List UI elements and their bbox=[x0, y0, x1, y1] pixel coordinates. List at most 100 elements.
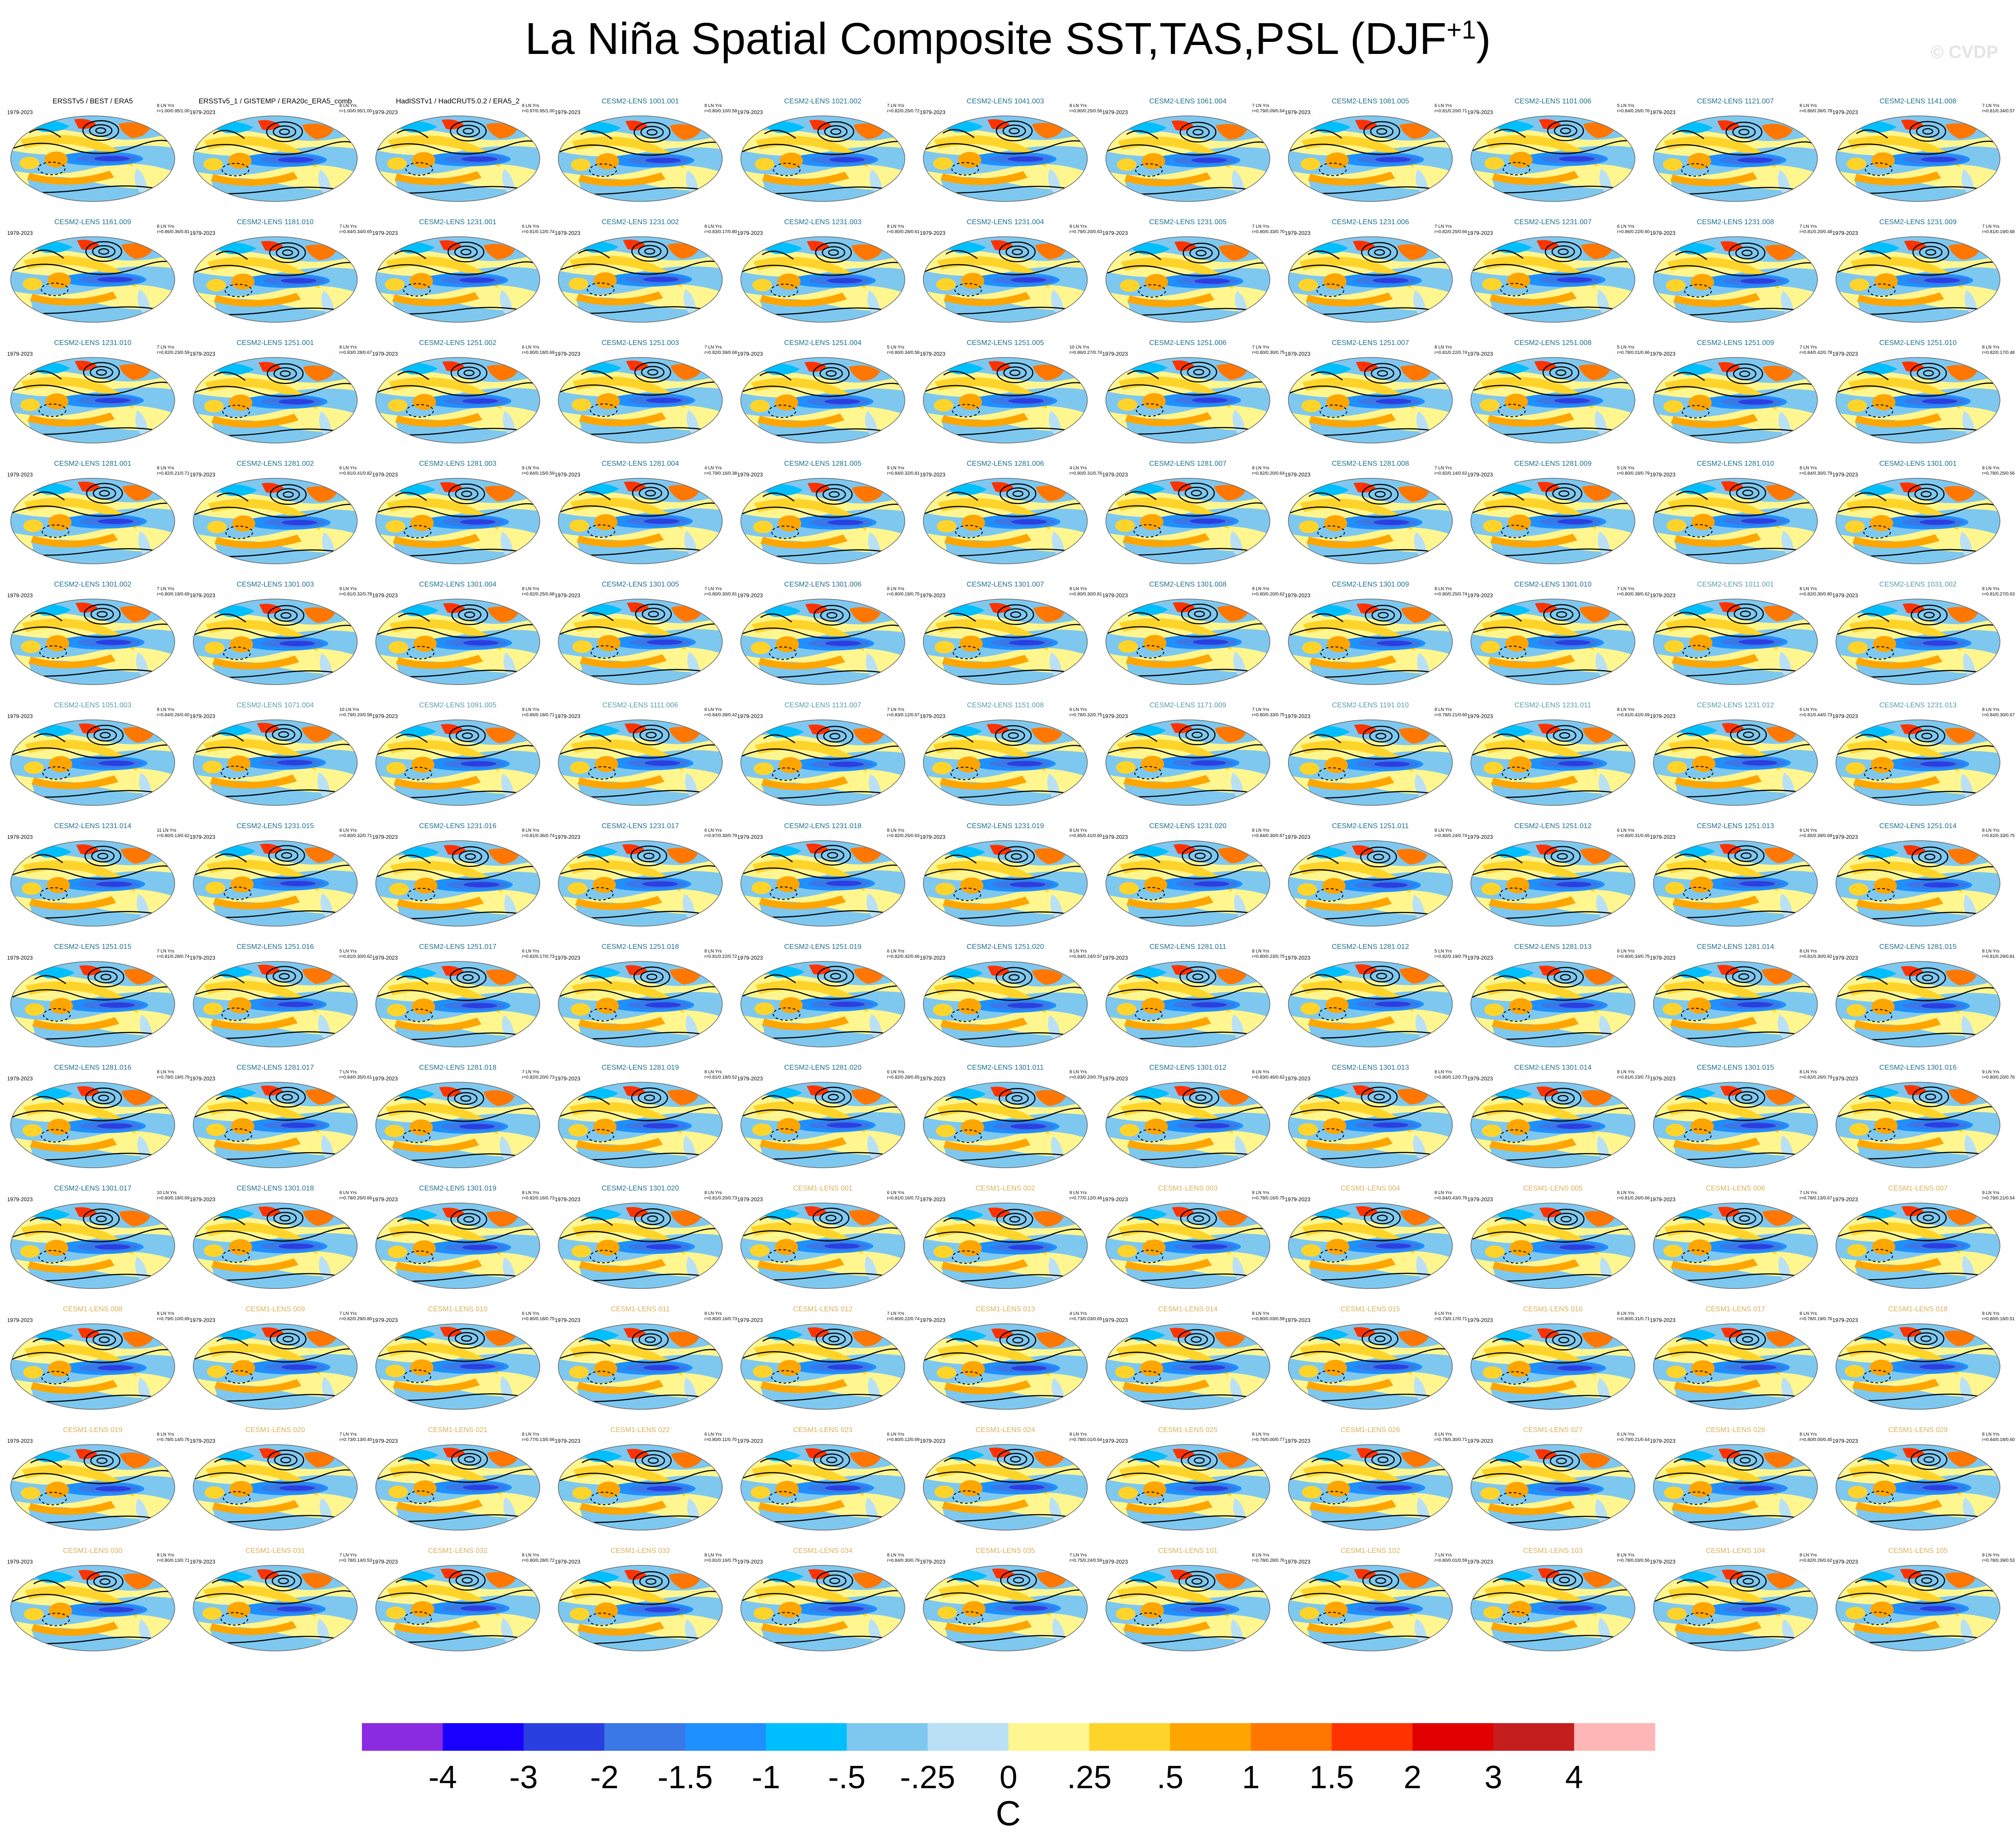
panel-ln-years: 5 LN Yrs bbox=[1435, 949, 1452, 954]
panel-label: CESM1-LENS 017 bbox=[1706, 1305, 1765, 1313]
panel-label: CESM2-LENS 1071.004 bbox=[237, 702, 314, 709]
panel-label: CESM1-LENS 103 bbox=[1523, 1547, 1582, 1555]
panel-period: 1979-2023 bbox=[1832, 1317, 1858, 1323]
panel-period: 1979-2023 bbox=[1102, 230, 1128, 236]
globe-map bbox=[1105, 115, 1270, 202]
map-panel: 1979-2023 CESM2-LENS 1281.011 8 LN Yrsr=0.… bbox=[1102, 943, 1285, 1047]
panel-label: CESM2-LENS 1301.010 bbox=[1514, 581, 1592, 588]
panel-ln-years: 9 LN Yrs bbox=[1982, 1190, 2000, 1195]
panel-label: CESM2-LENS 1231.013 bbox=[1879, 702, 1957, 709]
panel-ln-years: 7 LN Yrs bbox=[1800, 345, 1817, 350]
globe-map bbox=[375, 961, 540, 1047]
panel-period: 1979-2023 bbox=[1650, 472, 1676, 478]
panel-period: 1979-2023 bbox=[920, 351, 946, 357]
panel-period: 1979-2023 bbox=[920, 1076, 946, 1082]
panel-period: 1979-2023 bbox=[1285, 1438, 1311, 1444]
map-panel: 1979-2023 CESM1-LENS 033 8 LN Yrsr=0.81/0.… bbox=[555, 1547, 737, 1651]
map-panel: 1979-2023 CESM2-LENS 1001.001 8 LN Yrsr=0.… bbox=[555, 98, 737, 202]
panel-label: CESM2-LENS 1251.013 bbox=[1697, 822, 1774, 830]
panel-stats: r=0.82/0.26/0.62 bbox=[1800, 1558, 1833, 1563]
panel-stats: r=0.81/0.30/0.82 bbox=[1800, 954, 1833, 959]
panel-label: CESM2-LENS 1281.007 bbox=[1149, 460, 1227, 468]
map-panel: 1979-2023 CESM1-LENS 006 7 LN Yrsr=0.78/0.… bbox=[1650, 1185, 1832, 1289]
globe-map bbox=[10, 719, 175, 806]
panel-period: 1979-2023 bbox=[1832, 955, 1858, 961]
map-panel: 1979-2023 CESM2-LENS 1251.016 5 LN Yrsr=0.… bbox=[190, 943, 372, 1047]
panel-stats: r=0.81/0.20/0.73 bbox=[705, 1196, 738, 1201]
panel-stats: r=0.78/0.25/0.56 bbox=[1982, 471, 2015, 476]
panel-stats: r=0.87/0.30/0.79 bbox=[705, 833, 738, 838]
map-panel: 1979-2023 CESM2-LENS 1301.017 10 LN Yrsr=0… bbox=[7, 1185, 190, 1289]
colorbar-tick-label: -4 bbox=[428, 1760, 457, 1795]
panel-label: CESM2-LENS 1011.001 bbox=[1697, 581, 1774, 588]
globe-map bbox=[375, 1203, 540, 1289]
panel-period: 1979-2023 bbox=[1467, 834, 1493, 840]
panel-label: CESM1-LENS 008 bbox=[63, 1305, 122, 1313]
map-panel: 1979-2023 CESM1-LENS 016 8 LN Yrsr=0.80/0.… bbox=[1467, 1305, 1650, 1410]
panel-label: CESM2-LENS 1251.007 bbox=[1332, 339, 1409, 347]
map-panel: 1979-2023 CESM2-LENS 1181.010 7 LN Yrsr=0.… bbox=[190, 218, 372, 323]
globe-map bbox=[1288, 1082, 1453, 1168]
panel-ln-years: 6 LN Yrs bbox=[1617, 1432, 1634, 1437]
panel-ln-years: 6 LN Yrs bbox=[1617, 828, 1634, 833]
panel-ln-years: 8 LN Yrs bbox=[1617, 1070, 1634, 1075]
map-panel: 1979-2023 CESM2-LENS 1281.007 8 LN Yrsr=0.… bbox=[1102, 460, 1285, 564]
panel-period: 1979-2023 bbox=[555, 1438, 581, 1444]
panel-period: 1979-2023 bbox=[190, 351, 216, 357]
panel-label: CESM2-LENS 1091.005 bbox=[419, 702, 497, 709]
panel-label: CESM2-LENS 1281.010 bbox=[1697, 460, 1774, 468]
panel-label: CESM1-LENS 013 bbox=[976, 1305, 1035, 1313]
panel-ln-years: 4 LN Yrs bbox=[705, 466, 722, 471]
panel-label: CESM1-LENS 102 bbox=[1341, 1547, 1400, 1555]
globe-map bbox=[558, 1565, 723, 1651]
panel-period: 1979-2023 bbox=[920, 109, 946, 115]
panel-label: CESM2-LENS 1081.005 bbox=[1332, 98, 1409, 105]
panel-period: 1979-2023 bbox=[1650, 955, 1676, 961]
globe-map bbox=[1105, 840, 1270, 927]
panel-label: CESM2-LENS 1161.009 bbox=[54, 218, 131, 226]
panel-stats: r=0.78/0.21/0.60 bbox=[1435, 713, 1468, 718]
panel-label: CESM2-LENS 1301.003 bbox=[237, 581, 314, 588]
panel-ln-years: 6 LN Yrs bbox=[887, 1190, 904, 1195]
panel-label: CESM2-LENS 1231.002 bbox=[602, 218, 679, 226]
map-panel: 1979-2023 CESM2-LENS 1251.017 6 LN Yrsr=0.… bbox=[372, 943, 555, 1047]
panel-stats: r=0.82/0.25/0.66 bbox=[1435, 230, 1468, 234]
globe-map bbox=[375, 115, 540, 202]
panel-period: 1979-2023 bbox=[555, 1317, 581, 1323]
panel-period: 1979-2023 bbox=[1832, 1196, 1858, 1203]
panel-ln-years: 8 LN Yrs bbox=[340, 103, 357, 108]
panel-stats: r=0.81/0.19/0.68 bbox=[1982, 230, 2015, 234]
colorbar-tick-label: -1.5 bbox=[657, 1760, 713, 1795]
panel-ln-years: 8 LN Yrs bbox=[887, 224, 904, 229]
panel-label: CESM2-LENS 1251.011 bbox=[1332, 822, 1408, 830]
map-panel: 1979-2023 CESM2-LENS 1011.001 8 LN Yrsr=0.… bbox=[1650, 581, 1832, 685]
map-panel: 1979-2023 CESM2-LENS 1301.019 8 LN Yrsr=0.… bbox=[372, 1185, 555, 1289]
panel-label: CESM2-LENS 1281.019 bbox=[602, 1064, 679, 1071]
panel-label: CESM1-LENS 016 bbox=[1523, 1305, 1582, 1313]
panel-period: 1979-2023 bbox=[1102, 713, 1128, 719]
panel-ln-years: 9 LN Yrs bbox=[1070, 949, 1087, 954]
panel-stats: r=0.78/0.39/0.53 bbox=[1982, 1558, 2015, 1563]
panel-ln-years: 6 LN Yrs bbox=[522, 949, 539, 954]
panel-label: CESM2-LENS 1001.001 bbox=[602, 98, 679, 105]
globe-map bbox=[558, 236, 723, 323]
panel-label: CESM2-LENS 1301.020 bbox=[602, 1185, 679, 1192]
panel-period: 1979-2023 bbox=[190, 1559, 216, 1565]
globe-map bbox=[1105, 599, 1270, 685]
map-panel: 1979-2023 CESM2-LENS 1131.007 7 LN Yrsr=0.… bbox=[737, 702, 920, 806]
globe-map bbox=[740, 478, 905, 564]
globe-map bbox=[193, 1323, 358, 1410]
map-panel: 1979-2023 CESM2-LENS 1231.012 6 LN Yrsr=0.… bbox=[1650, 702, 1832, 806]
title-superscript: +1 bbox=[1446, 15, 1476, 45]
panel-ln-years: 8 LN Yrs bbox=[1252, 1553, 1269, 1558]
panel-period: 1979-2023 bbox=[372, 713, 398, 719]
panel-stats: r=0.78/0.19/0.76 bbox=[1800, 1317, 1833, 1322]
panel-ln-years: 7 LN Yrs bbox=[887, 1311, 904, 1316]
globe-map bbox=[558, 478, 723, 564]
panel-label: CESM2-LENS 1301.017 bbox=[54, 1185, 131, 1192]
panel-ln-years: 5 LN Yrs bbox=[1617, 345, 1634, 350]
globe-map bbox=[1653, 357, 1818, 443]
panel-period: 1979-2023 bbox=[7, 230, 33, 236]
panel-label: CESM2-LENS 1301.001 bbox=[1879, 460, 1957, 468]
panel-ln-years: 7 LN Yrs bbox=[522, 1070, 539, 1075]
